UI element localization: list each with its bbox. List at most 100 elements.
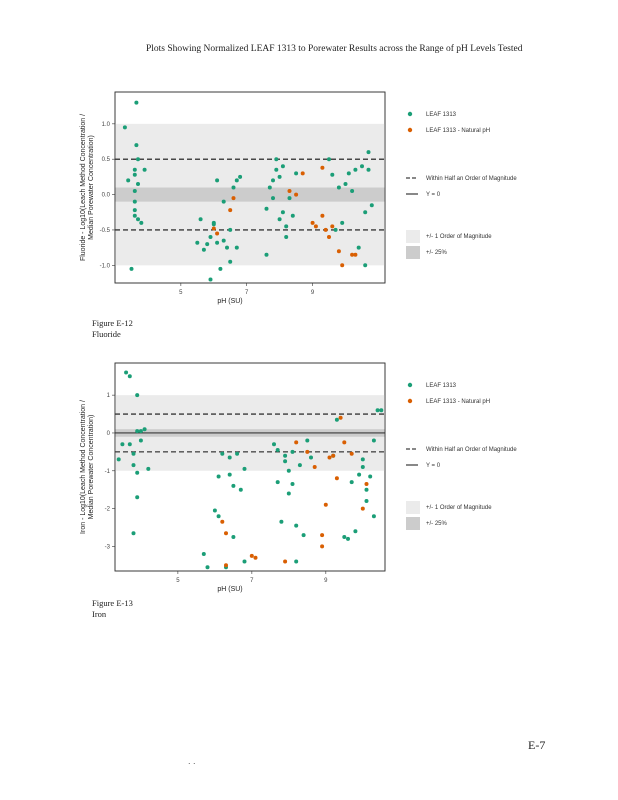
leaf-point <box>221 199 226 204</box>
leaf-point <box>366 150 371 155</box>
leaf-point <box>142 427 147 432</box>
legend-pct25-key <box>406 517 420 530</box>
leaf-point <box>379 408 384 413</box>
leaf-point <box>280 164 285 169</box>
leaf-point <box>132 167 137 172</box>
leaf-point <box>267 185 272 190</box>
iron-chart: 1 0 -1 -2 -3 5 7 9 pH (SU) Iron - Log10(Leach Met… <box>80 362 517 593</box>
leaf-point <box>364 499 369 503</box>
leaf-point <box>132 208 137 213</box>
leaf-point <box>132 199 137 204</box>
leaf-point <box>135 393 140 398</box>
y-tick-label: 0.5 <box>102 157 111 163</box>
leaf-point <box>290 449 295 454</box>
leaf-point <box>122 125 127 130</box>
leaf-point <box>364 487 369 492</box>
leaf-point <box>235 451 240 456</box>
natural-ph-point <box>336 249 341 254</box>
leaf-point <box>363 263 368 268</box>
natural-ph-point <box>211 226 216 231</box>
leaf-point <box>360 164 364 169</box>
leaf-point <box>290 482 295 486</box>
leaf-point <box>280 210 285 215</box>
legend-half-order-label: Within Half an Order of Magnitude <box>426 447 517 453</box>
leaf-point <box>366 167 371 172</box>
legend-one-order-label: +/- 1 Order of Magnitude <box>426 234 492 240</box>
leaf-point <box>343 182 348 186</box>
legend-pct25-key <box>406 246 420 259</box>
natural-ph-point <box>253 555 258 560</box>
footer-mark: . . <box>188 756 196 766</box>
leaf-point <box>135 429 140 434</box>
leaf-point <box>120 442 125 447</box>
legend-natural-key <box>407 127 413 133</box>
x-tick-label: 9 <box>311 290 315 296</box>
y-tick-label: 0 <box>107 431 111 437</box>
leaf-point <box>208 277 213 282</box>
natural-ph-point <box>313 224 318 229</box>
page-number: E-7 <box>528 738 546 752</box>
leaf-point <box>129 266 134 271</box>
natural-ph-point <box>327 235 331 239</box>
natural-ph-point <box>331 453 336 458</box>
natural-ph-point <box>364 482 369 486</box>
leaf-point <box>330 172 335 177</box>
legend-natural-key <box>407 398 413 404</box>
x-tick-label: 9 <box>324 578 328 584</box>
leaf-point <box>242 466 247 471</box>
leaf-point <box>274 157 279 162</box>
leaf-point <box>234 245 239 250</box>
leaf-point <box>218 266 223 271</box>
leaf-point <box>242 559 247 564</box>
natural-ph-point <box>215 231 220 236</box>
leaf-point <box>131 531 136 536</box>
natural-ph-point <box>231 196 236 201</box>
natural-ph-point <box>228 208 233 213</box>
natural-ph-point <box>320 165 325 170</box>
leaf-point <box>287 196 292 201</box>
plot-border <box>114 362 386 572</box>
natural-ph-point <box>327 455 332 460</box>
leaf-point <box>286 468 291 473</box>
leaf-point <box>134 143 139 148</box>
leaf-point <box>231 185 236 190</box>
leaf-point <box>234 178 239 183</box>
natural-ph-point <box>287 189 292 193</box>
natural-ph-point <box>312 465 317 469</box>
natural-ph-point <box>342 440 347 445</box>
leaf-point <box>215 178 220 183</box>
y-axis-label-line1: Fluoride - Log10(Leach Method Concentrat… <box>80 114 87 261</box>
y-axis-label-line1: Iron - Log10(Leach Method Concentration … <box>80 400 87 534</box>
leaf-point <box>136 182 140 186</box>
leaf-point <box>363 210 368 215</box>
x-tick-label: 7 <box>245 290 249 296</box>
leaf-point <box>294 171 299 176</box>
leaf-point <box>126 178 131 183</box>
leaf-point <box>369 203 374 208</box>
leaf-point <box>131 451 136 456</box>
leaf-point <box>279 519 284 524</box>
leaf-point <box>131 463 136 468</box>
y-tick-label: -3 <box>105 544 111 550</box>
leaf-point <box>360 457 365 462</box>
natural-ph-point <box>224 563 228 568</box>
leaf-point <box>284 224 289 229</box>
natural-ph-point <box>330 224 335 229</box>
leaf-point <box>275 448 280 452</box>
leaf-point <box>132 172 137 177</box>
leaf-point <box>309 455 313 460</box>
natural-ph-point <box>305 449 310 454</box>
figure-e12-caption: Figure E-12 Fluoride <box>92 318 133 340</box>
leaf-point <box>227 472 232 477</box>
leaf-point <box>297 463 302 468</box>
legend-y0-label: Y = 0 <box>426 463 441 469</box>
leaf-point <box>142 167 147 172</box>
natural-ph-point <box>300 171 305 176</box>
leaf-point <box>221 238 226 243</box>
leaf-point <box>294 559 299 564</box>
legend-y0-label: Y = 0 <box>426 192 441 198</box>
natural-ph-point <box>320 544 325 549</box>
natural-ph-point <box>294 192 299 197</box>
fluoride-chart: 1.0 0.5 0.0 -0.5 -1.0 5 7 9 pH (SU) Fluoride - Lo… <box>80 91 517 305</box>
leaf-point <box>238 174 243 179</box>
